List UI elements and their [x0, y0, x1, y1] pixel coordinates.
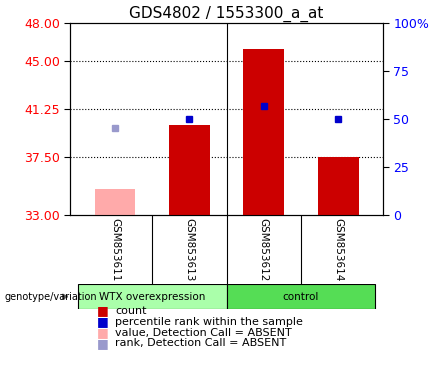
Text: rank, Detection Call = ABSENT: rank, Detection Call = ABSENT — [115, 338, 286, 348]
Text: ■: ■ — [97, 305, 109, 318]
Bar — [318, 157, 359, 215]
Text: ■: ■ — [97, 337, 109, 350]
Text: GSM853614: GSM853614 — [333, 218, 343, 281]
Text: percentile rank within the sample: percentile rank within the sample — [115, 317, 303, 327]
Text: GSM853612: GSM853612 — [259, 218, 269, 281]
Text: GSM853613: GSM853613 — [184, 218, 194, 281]
Title: GDS4802 / 1553300_a_at: GDS4802 / 1553300_a_at — [129, 5, 324, 22]
Text: WTX overexpression: WTX overexpression — [99, 291, 205, 302]
Text: GSM853611: GSM853611 — [110, 218, 120, 281]
Text: count: count — [115, 306, 147, 316]
Text: genotype/variation: genotype/variation — [4, 291, 97, 302]
Text: value, Detection Call = ABSENT: value, Detection Call = ABSENT — [115, 328, 292, 338]
Bar — [95, 189, 136, 215]
Bar — [169, 126, 210, 215]
Bar — [243, 49, 284, 215]
Text: ■: ■ — [97, 326, 109, 339]
Text: control: control — [283, 291, 319, 302]
Text: ■: ■ — [97, 315, 109, 328]
Bar — [78, 284, 227, 309]
Bar — [227, 284, 375, 309]
